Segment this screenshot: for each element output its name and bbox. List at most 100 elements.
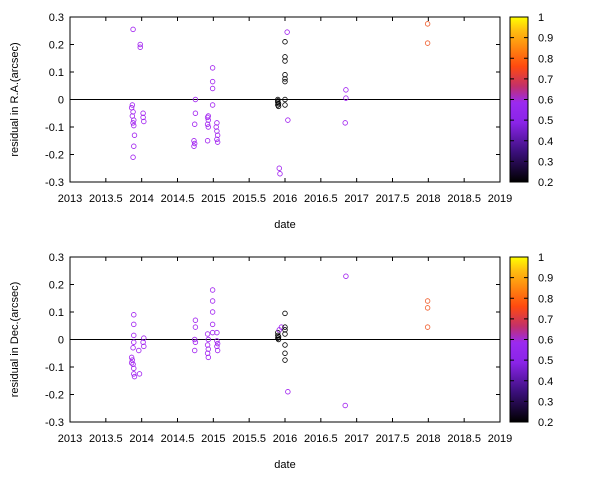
- x-tick-label: 2013: [58, 433, 82, 445]
- y-tick-label: -0.3: [45, 177, 64, 189]
- data-point: [282, 58, 288, 64]
- data-point: [191, 336, 198, 343]
- y-axis-title: residual in R.A.(arcsec): [9, 42, 21, 156]
- data-point: [282, 350, 288, 356]
- y-tick-label: -0.1: [45, 362, 64, 374]
- colorbar-tick-label: 0.2: [538, 177, 553, 189]
- data-point: [209, 65, 216, 71]
- data-point: [214, 338, 220, 344]
- data-point: [191, 140, 198, 147]
- data-point: [131, 339, 137, 345]
- data-point: [192, 110, 199, 116]
- x-tick-label: 2013.5: [89, 433, 123, 445]
- data-point: [131, 312, 137, 318]
- x-tick-label: 2013: [58, 193, 82, 205]
- data-point: [131, 321, 137, 328]
- x-tick-label: 2015: [201, 433, 225, 445]
- dec-residual-panel: 2013 2013.5 2014 2014.5 2015 2015.5 2016 2016.5…: [9, 252, 553, 471]
- data-point: [141, 118, 147, 125]
- data-point: [128, 354, 135, 361]
- data-point: [275, 103, 282, 110]
- colorbar-tick-label: 0.4: [538, 376, 553, 388]
- data-point: [214, 347, 221, 354]
- x-tick-label: 2014: [129, 193, 153, 205]
- data-point: [136, 347, 142, 354]
- data-point: [424, 305, 431, 311]
- data-point: [209, 102, 216, 108]
- y-tick-label: 0.1: [49, 307, 64, 319]
- data-point: [209, 321, 216, 328]
- x-tick-label: 2013.5: [89, 193, 123, 205]
- data-point: [342, 120, 348, 126]
- data-point: [129, 102, 136, 108]
- x-tick-label: 2018.5: [447, 433, 481, 445]
- ra-residual-panel: 2013 2013.5 2014 2014.5 2015 2015.5 2016 2016.5…: [9, 12, 553, 231]
- data-point: [278, 324, 285, 330]
- data-point: [140, 110, 146, 116]
- y-tick-label: -0.2: [45, 150, 64, 162]
- data-point: [130, 120, 136, 126]
- data-point: [209, 85, 216, 92]
- y-tick-label: 0: [58, 335, 64, 347]
- data-point: [275, 336, 282, 343]
- data-point: [282, 357, 288, 363]
- data-point: [282, 72, 288, 78]
- data-point: [285, 389, 291, 395]
- data-point: [209, 287, 216, 293]
- x-tick-label: 2016: [273, 193, 297, 205]
- data-point: [277, 171, 283, 177]
- data-point: [191, 121, 198, 127]
- colorbar-tick-label: 0.6: [538, 95, 553, 107]
- colorbar-tick-label: 0.7: [538, 314, 553, 326]
- data-point: [131, 365, 137, 372]
- colorbar-tick-label: 0.7: [538, 74, 553, 86]
- x-axis-title: date: [274, 459, 295, 471]
- data-point: [424, 40, 431, 46]
- x-tick-label: 2019: [488, 193, 512, 205]
- data-point: [131, 332, 137, 339]
- data-point: [424, 298, 431, 304]
- data-point: [137, 41, 143, 48]
- data-point: [343, 95, 349, 101]
- data-point: [282, 324, 288, 330]
- x-tick-label: 2016.5: [304, 433, 338, 445]
- colorbar-tick-label: 0.9: [538, 273, 553, 285]
- data-point: [192, 339, 199, 345]
- colorbar-tick-label: 0.9: [538, 33, 553, 45]
- data-point: [282, 76, 288, 82]
- data-point: [128, 360, 135, 366]
- data-point: [131, 117, 137, 123]
- data-point: [282, 327, 288, 333]
- colorbar-tick-label: 0.5: [538, 355, 553, 367]
- colorbar-tick-label: 0.4: [538, 136, 553, 148]
- x-tick-label: 2017.5: [376, 433, 410, 445]
- data-point: [204, 331, 211, 337]
- data-point: [130, 345, 136, 351]
- data-point: [342, 402, 348, 409]
- data-point: [136, 371, 143, 377]
- y-tick-label: 0: [58, 95, 64, 107]
- data-point: [282, 102, 288, 108]
- data-point: [192, 96, 199, 103]
- data-point: [282, 96, 288, 103]
- data-point: [141, 343, 147, 350]
- colorbar-tick-label: 0.5: [538, 115, 553, 127]
- data-point: [191, 143, 197, 149]
- data-point: [284, 29, 290, 35]
- x-tick-label: 2018: [416, 193, 440, 205]
- x-tick-label: 2017.5: [376, 193, 410, 205]
- x-tick-label: 2019: [488, 433, 512, 445]
- colorbar-tick-label: 1: [538, 252, 544, 264]
- data-point: [192, 324, 199, 330]
- y-tick-label: -0.2: [45, 390, 64, 402]
- data-point: [209, 309, 216, 315]
- colorbar-tick-label: 0.3: [538, 396, 553, 408]
- x-tick-label: 2017: [344, 193, 368, 205]
- colorbar-tick-label: 1: [538, 12, 544, 24]
- data-point: [137, 44, 143, 50]
- colorbar: 1 0.9 0.8 0.7 0.6 0.5 0.4 0.3 0.2: [509, 252, 553, 429]
- x-tick-label: 2018: [416, 433, 440, 445]
- data-point: [204, 121, 211, 127]
- data-point: [282, 310, 288, 317]
